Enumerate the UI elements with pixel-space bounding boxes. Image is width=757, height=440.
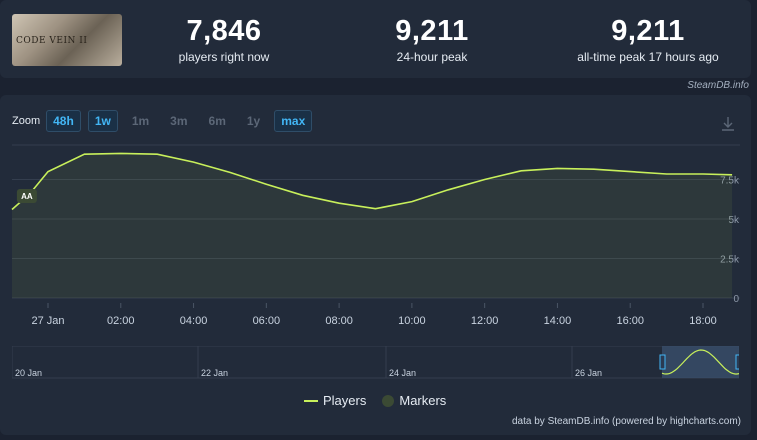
- x-tick-label: 06:00: [253, 315, 281, 327]
- y-tick-label: 0: [733, 294, 739, 305]
- stat-all-time-peak: 9,211 all-time peak 17 hours ago: [558, 14, 738, 64]
- navigator-label: 26 Jan: [575, 368, 602, 378]
- navigator-frame: [12, 346, 739, 379]
- x-tick-label: 08:00: [325, 315, 353, 327]
- chart-legend: Players Markers: [304, 393, 462, 408]
- legend-markers-dot: [382, 394, 395, 407]
- zoom-1y-button[interactable]: 1y: [240, 110, 267, 132]
- chart-navigator[interactable]: 20 Jan 22 Jan 24 Jan 26 Jan: [12, 346, 739, 382]
- all-time-peak-value: 9,211: [611, 15, 685, 47]
- players-area: [12, 153, 733, 298]
- x-tick-label: 16:00: [616, 315, 644, 327]
- 24h-peak-value: 9,211: [395, 15, 469, 47]
- zoom-6m-button[interactable]: 6m: [202, 110, 233, 132]
- download-icon[interactable]: [720, 116, 736, 132]
- navigator-handle[interactable]: [735, 354, 739, 370]
- marker-flag-box: [16, 189, 37, 203]
- stats-panel: CODE VEIN II 7,846 players right now 9,2…: [0, 0, 751, 78]
- navigator-label: 20 Jan: [15, 368, 42, 378]
- zoom-label: Zoom: [12, 115, 41, 127]
- navigator-line: [661, 349, 739, 375]
- zoom-1w-button[interactable]: 1w: [87, 110, 118, 132]
- x-tick-label: 14:00: [544, 315, 572, 327]
- x-tick-label: 12:00: [471, 315, 499, 327]
- zoom-max-button[interactable]: max: [274, 110, 313, 132]
- y-tick-label: 7.5k: [720, 176, 740, 187]
- legend-players-label: Players: [323, 393, 367, 408]
- legend-markers-label: Markers: [399, 393, 447, 408]
- legend-players-line: [304, 399, 318, 402]
- x-tick-label: 04:00: [180, 315, 208, 327]
- zoom-1m-button[interactable]: 1m: [125, 110, 156, 132]
- stat-24h-peak: 9,211 24-hour peak: [380, 14, 484, 64]
- x-tick-label: 18:00: [689, 315, 717, 327]
- x-tick-label: 10:00: [398, 315, 426, 327]
- 24h-peak-label: 24-hour peak: [396, 50, 468, 64]
- stat-current-players: 7,846 players right now: [172, 14, 276, 64]
- zoom-48h-button[interactable]: 48h: [46, 110, 81, 132]
- all-time-peak-label: all-time peak 17 hours ago: [577, 50, 719, 64]
- current-players-label: players right now: [178, 50, 270, 64]
- game-thumbnail[interactable]: CODE VEIN II: [12, 14, 122, 66]
- legend-markers[interactable]: Markers: [382, 393, 446, 408]
- marker-flag: AA: [16, 189, 37, 203]
- marker-flag-label: AA: [21, 192, 33, 201]
- players-line: [11, 152, 733, 211]
- current-players-value: 7,846: [186, 15, 262, 47]
- navigator-handle[interactable]: [659, 354, 666, 370]
- zoom-3m-button[interactable]: 3m: [163, 110, 194, 132]
- navigator-label: 24 Jan: [389, 368, 416, 378]
- navigator-selection: [662, 346, 739, 378]
- legend-players[interactable]: Players: [304, 393, 366, 408]
- steamdb-watermark: SteamDB.info: [687, 80, 749, 91]
- x-tick-label: 27 Jan: [31, 315, 64, 327]
- chart-credits[interactable]: data by SteamDB.info (powered by highcha…: [512, 416, 741, 427]
- navigator-label: 22 Jan: [201, 368, 228, 378]
- zoom-controls: Zoom 48h 1w 1m 3m 6m 1y max: [12, 110, 319, 132]
- player-count-chart[interactable]: 0 2.5k 5k 7.5k AA 27 Jan 02:00 04:00 06:00 08:00 1…: [0, 140, 751, 336]
- y-tick-label: 5k: [728, 215, 740, 226]
- y-tick-label: 2.5k: [720, 255, 740, 266]
- game-thumbnail-title: CODE VEIN II: [16, 36, 88, 46]
- x-tick-label: 02:00: [107, 315, 135, 327]
